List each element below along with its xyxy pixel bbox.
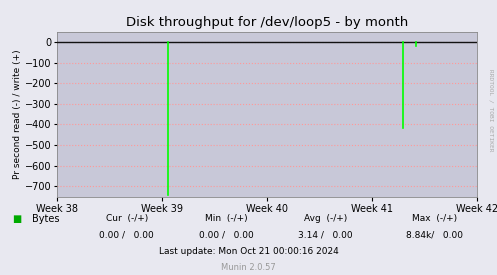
Text: 0.00 /   0.00: 0.00 / 0.00: [99, 231, 154, 240]
Text: 3.14 /   0.00: 3.14 / 0.00: [298, 231, 353, 240]
Text: 8.84k/   0.00: 8.84k/ 0.00: [407, 231, 463, 240]
Text: 0.00 /   0.00: 0.00 / 0.00: [199, 231, 253, 240]
Text: Bytes: Bytes: [32, 214, 60, 224]
Text: RRDTOOL / TOBI OETIKER: RRDTOOL / TOBI OETIKER: [488, 69, 493, 151]
Text: Min  (-/+): Min (-/+): [205, 214, 248, 223]
Text: ■: ■: [12, 214, 22, 224]
Title: Disk throughput for /dev/loop5 - by month: Disk throughput for /dev/loop5 - by mont…: [126, 16, 408, 29]
Text: Cur  (-/+): Cur (-/+): [105, 214, 148, 223]
Y-axis label: Pr second read (-) / write (+): Pr second read (-) / write (+): [13, 49, 22, 179]
Text: Max  (-/+): Max (-/+): [413, 214, 457, 223]
Text: Avg  (-/+): Avg (-/+): [304, 214, 347, 223]
Text: Munin 2.0.57: Munin 2.0.57: [221, 263, 276, 272]
Text: Last update: Mon Oct 21 00:00:16 2024: Last update: Mon Oct 21 00:00:16 2024: [159, 247, 338, 256]
